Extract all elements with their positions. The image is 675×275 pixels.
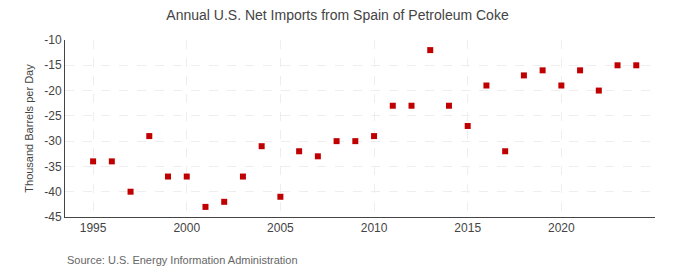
svg-text:2015: 2015 [454,221,481,235]
svg-text:2020: 2020 [548,221,575,235]
svg-text:-20: -20 [44,84,62,98]
svg-text:Source: U.S. Energy Informatio: Source: U.S. Energy Information Administ… [67,254,298,266]
svg-text:2000: 2000 [173,221,200,235]
svg-text:-45: -45 [44,210,62,224]
svg-text:-15: -15 [44,58,62,72]
svg-text:2005: 2005 [267,221,294,235]
svg-text:1995: 1995 [80,221,107,235]
svg-text:-30: -30 [44,134,62,148]
svg-text:2010: 2010 [361,221,388,235]
svg-text:-40: -40 [44,185,62,199]
svg-text:Annual U.S. Net Imports from S: Annual U.S. Net Imports from Spain of Pe… [166,7,509,23]
svg-text:-35: -35 [44,160,62,174]
svg-text:Thousand Barrels per Day: Thousand Barrels per Day [23,64,35,193]
svg-text:-10: -10 [44,33,62,47]
svg-text:-25: -25 [44,109,62,123]
